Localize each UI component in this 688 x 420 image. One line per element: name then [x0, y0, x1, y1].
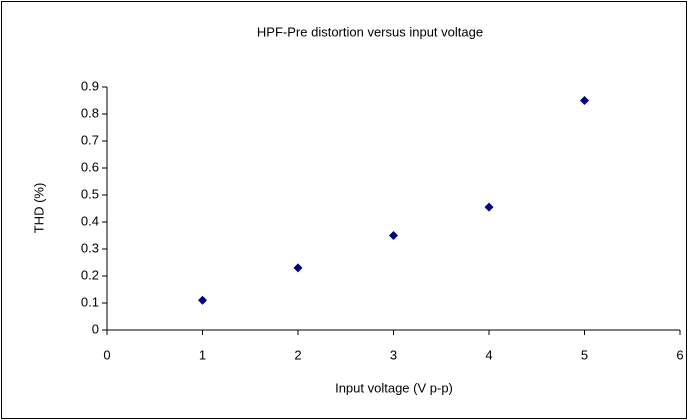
y-axis-label: THD (%) — [31, 183, 46, 234]
x-tick-label: 0 — [103, 347, 110, 362]
y-tick-label: 0.5 — [81, 186, 99, 201]
marker — [198, 295, 207, 305]
y-tick-label: 0 — [92, 321, 99, 336]
y-tick-label: 0.1 — [81, 294, 99, 309]
y-tick-label: 0.9 — [81, 78, 99, 93]
x-tick-label: 5 — [581, 347, 588, 362]
x-axis-label: Input voltage (V p-p) — [335, 380, 453, 395]
x-tick-label: 4 — [485, 347, 492, 362]
y-tick-label: 0.2 — [81, 267, 99, 282]
y-tick-label: 0.7 — [81, 132, 99, 147]
marker — [389, 231, 398, 240]
chart-title: HPF-Pre distortion versus input voltage — [257, 24, 483, 39]
x-tick-label: 3 — [390, 347, 397, 362]
x-tick-label: 2 — [294, 347, 301, 362]
x-tick-label: 1 — [199, 347, 206, 362]
y-tick-label: 0.6 — [81, 159, 99, 174]
marker — [484, 202, 494, 212]
y-tick-label: 0.4 — [81, 213, 99, 228]
y-tick-label: 0.3 — [81, 240, 99, 255]
y-tick-label: 0.8 — [81, 105, 99, 120]
x-tick-label: 6 — [676, 347, 683, 362]
marker — [580, 96, 589, 105]
marker — [293, 263, 303, 273]
